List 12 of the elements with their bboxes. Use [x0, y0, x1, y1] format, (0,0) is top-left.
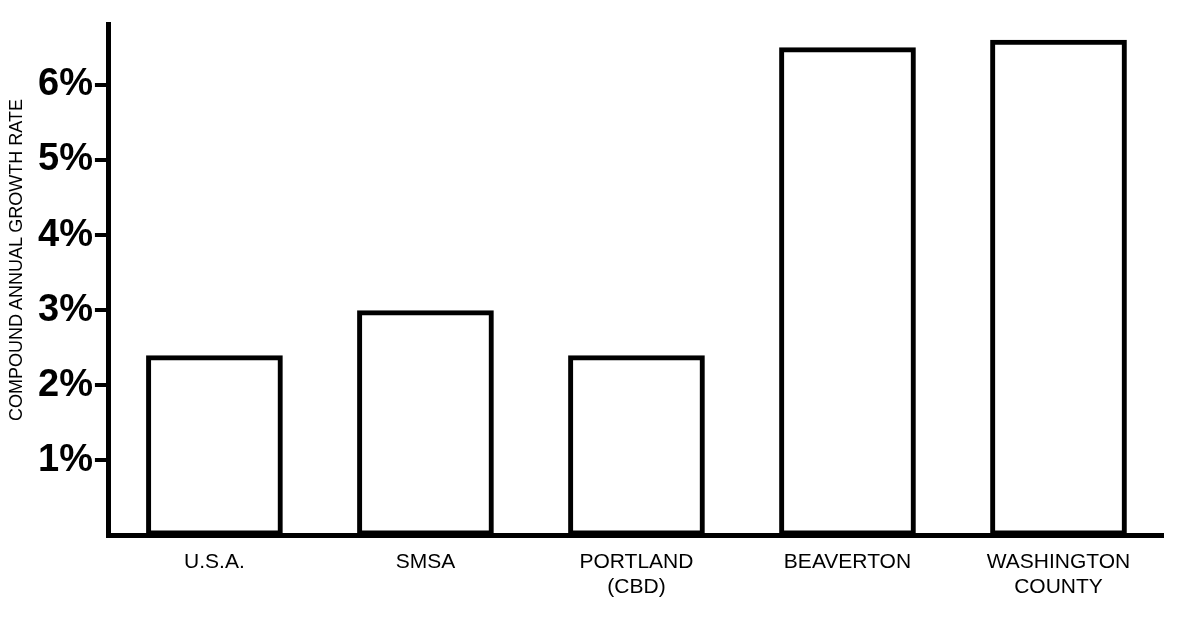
x-tick-label: U.S.A. [184, 549, 245, 572]
y-tick-label: 3% [38, 286, 93, 329]
y-axis-title: COMPOUND ANNUAL GROWTH RATE [6, 97, 27, 423]
y-tick-label: 4% [38, 211, 93, 254]
x-tick-label: BEAVERTON [783, 549, 912, 572]
x-tick-label: WASHINGTON COUNTY [986, 549, 1131, 598]
y-tick-label: 1% [38, 436, 93, 479]
y-tick-label: 6% [38, 61, 93, 104]
x-tick-label: PORTLAND (CBD) [579, 549, 694, 598]
x-tick-label: SMSA [395, 549, 456, 572]
y-tick-label: 5% [38, 136, 93, 179]
y-tick-label: 2% [38, 361, 93, 404]
